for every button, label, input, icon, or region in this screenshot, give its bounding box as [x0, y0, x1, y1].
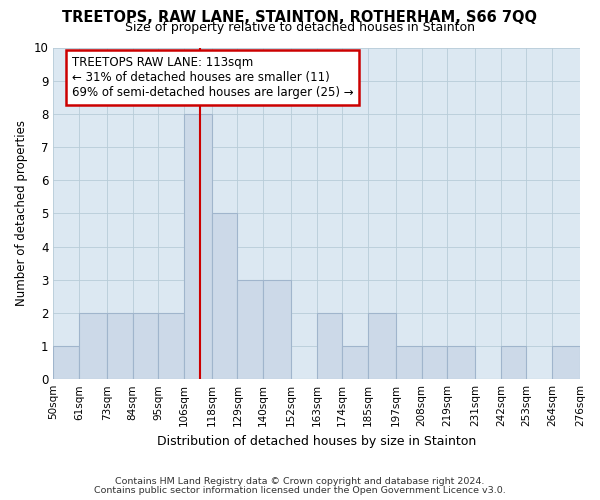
Text: Size of property relative to detached houses in Stainton: Size of property relative to detached ho…	[125, 22, 475, 35]
Bar	[184, 114, 212, 379]
Bar	[133, 313, 158, 379]
Bar	[107, 313, 133, 379]
Bar	[212, 214, 238, 379]
Text: TREETOPS RAW LANE: 113sqm
← 31% of detached houses are smaller (11)
69% of semi-: TREETOPS RAW LANE: 113sqm ← 31% of detac…	[72, 56, 353, 99]
X-axis label: Distribution of detached houses by size in Stainton: Distribution of detached houses by size …	[157, 434, 476, 448]
Text: TREETOPS, RAW LANE, STAINTON, ROTHERHAM, S66 7QQ: TREETOPS, RAW LANE, STAINTON, ROTHERHAM,…	[62, 10, 538, 25]
Bar	[317, 313, 342, 379]
Bar	[238, 280, 263, 379]
Bar	[158, 313, 184, 379]
Bar	[263, 280, 291, 379]
Bar	[79, 313, 107, 379]
Y-axis label: Number of detached properties: Number of detached properties	[15, 120, 28, 306]
Text: Contains HM Land Registry data © Crown copyright and database right 2024.: Contains HM Land Registry data © Crown c…	[115, 477, 485, 486]
Bar	[552, 346, 580, 379]
Bar	[368, 313, 396, 379]
Bar	[422, 346, 447, 379]
Bar	[53, 346, 79, 379]
Text: Contains public sector information licensed under the Open Government Licence v3: Contains public sector information licen…	[94, 486, 506, 495]
Bar	[342, 346, 368, 379]
Bar	[501, 346, 526, 379]
Bar	[396, 346, 422, 379]
Bar	[447, 346, 475, 379]
